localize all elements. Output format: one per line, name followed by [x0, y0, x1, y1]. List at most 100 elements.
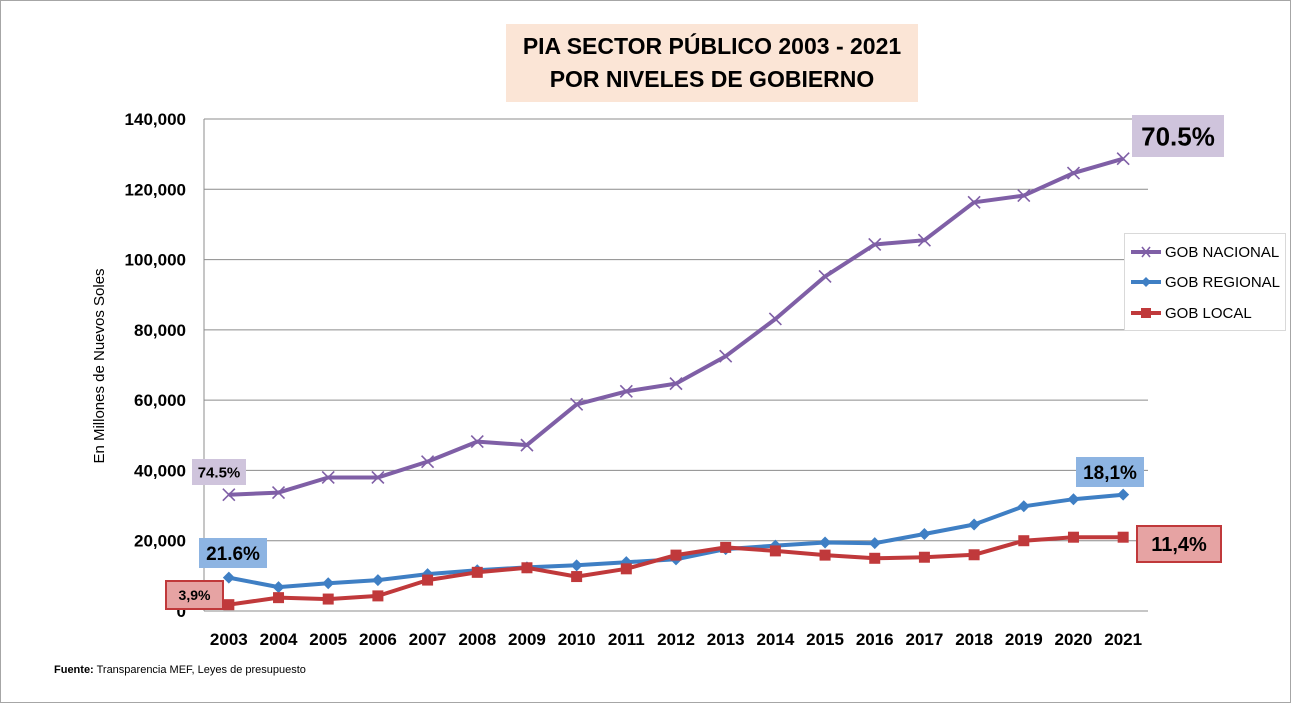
- point-regional: [371, 574, 384, 587]
- point-local: [1067, 531, 1079, 543]
- legend-item-regional: GOB REGIONAL: [1131, 272, 1280, 292]
- legend-label-local: GOB LOCAL: [1165, 304, 1252, 322]
- point-local: [521, 562, 533, 574]
- point-nacional: [1066, 166, 1081, 180]
- annotation-box-local_start: [165, 580, 224, 610]
- point-regional: [1117, 488, 1130, 501]
- point-nacional: [619, 384, 633, 398]
- series-lines: [222, 152, 1130, 611]
- legend-swatch-local: [1131, 308, 1161, 318]
- point-regional: [570, 559, 583, 572]
- point-nacional: [719, 349, 733, 363]
- point-local: [1018, 535, 1030, 547]
- point-local: [471, 566, 483, 578]
- point-regional: [1017, 500, 1030, 513]
- x-tick-label: 2019: [1005, 630, 1043, 649]
- point-nacional: [321, 470, 335, 485]
- legend-item-local: GOB LOCAL: [1131, 303, 1252, 323]
- point-nacional: [768, 312, 782, 326]
- series-line-nacional: [228, 156, 1124, 497]
- x-tick-label: 2008: [458, 630, 496, 649]
- axes: 0 20,000 40,000 60,000 80,000 100,000 120,000 1…: [125, 110, 1148, 649]
- point-local: [223, 599, 235, 611]
- x-tick-label: 2012: [657, 630, 695, 649]
- point-local: [620, 563, 632, 575]
- point-local: [1117, 531, 1129, 543]
- legend-swatch-regional: [1131, 277, 1161, 287]
- y-tick-label: 40,000: [134, 461, 186, 480]
- point-local: [372, 590, 384, 602]
- point-nacional: [371, 470, 385, 485]
- annotation-box-regional_start: [199, 538, 267, 568]
- x-tick-label: 2013: [707, 630, 745, 649]
- point-nacional: [570, 397, 584, 411]
- point-nacional: [967, 195, 981, 209]
- point-nacional: [818, 269, 832, 284]
- annotation-label-local_end: 11,4%: [1151, 534, 1207, 556]
- legend-label-regional: GOB REGIONAL: [1165, 273, 1281, 291]
- annotations: 74.5% 70.5% 21.6% 18,1% 3,9% 11,4%: [165, 115, 1224, 610]
- annotation-label-nacional_end: 70.5%: [1141, 121, 1215, 151]
- x-tick-label: 2004: [260, 630, 298, 649]
- y-tick-label: 140,000: [125, 110, 186, 129]
- chart-title-line-2: POR NIVELES DE GOBIERNO: [549, 66, 875, 92]
- y-tick-label: 20,000: [134, 532, 186, 551]
- point-local: [670, 549, 682, 561]
- x-tick-label: 2014: [756, 630, 794, 649]
- point-nacional: [669, 377, 683, 391]
- point-regional: [272, 581, 285, 594]
- y-tick-label: 0: [177, 602, 186, 621]
- point-nacional: [470, 435, 484, 449]
- annotation-box-local_end: [1136, 525, 1222, 563]
- point-local: [869, 552, 881, 564]
- point-local: [720, 541, 732, 553]
- x-tick-label: 2007: [409, 630, 447, 649]
- point-nacional: [271, 486, 286, 500]
- source-note: Fuente: Transparencia MEF, Leyes de pres…: [54, 664, 306, 676]
- point-regional: [918, 528, 931, 541]
- annotation-label-regional_end: 18,1%: [1083, 463, 1137, 484]
- y-tick-label: 60,000: [134, 391, 186, 410]
- x-tick-label: 2016: [856, 630, 894, 649]
- point-local: [819, 549, 831, 561]
- annotation-box-nacional_start: [192, 459, 246, 485]
- y-tick-label: 80,000: [134, 321, 186, 340]
- annotation-label-nacional_start: 74.5%: [198, 464, 241, 481]
- x-tick-label: 2006: [359, 630, 397, 649]
- annotation-label-local_start: 3,9%: [179, 587, 211, 603]
- source-prefix: Fuente:: [54, 664, 94, 676]
- y-axis-label: En Millones de Nuevos Soles: [91, 268, 108, 463]
- y-tick-label: 100,000: [125, 251, 186, 270]
- point-nacional: [1017, 189, 1031, 203]
- x-tick-label: 2015: [806, 630, 844, 649]
- annotation-box-regional_end: [1076, 457, 1144, 487]
- point-local: [968, 549, 980, 561]
- point-nacional: [421, 455, 435, 469]
- point-local: [571, 571, 583, 583]
- point-nacional: [868, 237, 882, 252]
- grid-lines: [204, 118, 1148, 542]
- x-tick-label: 2021: [1104, 630, 1142, 649]
- x-tick-label: 2018: [955, 630, 993, 649]
- point-local: [322, 593, 334, 605]
- x-tick-label: 2009: [508, 630, 546, 649]
- point-local: [273, 592, 285, 604]
- point-nacional: [1116, 152, 1130, 166]
- x-tick-label: 2003: [210, 630, 248, 649]
- annotation-box-nacional_end: [1132, 115, 1224, 157]
- point-regional: [968, 518, 981, 531]
- point-nacional: [222, 488, 236, 502]
- annotation-label-regional_start: 21.6%: [206, 544, 260, 565]
- y-tick-label: 120,000: [125, 180, 186, 199]
- point-regional: [322, 577, 335, 590]
- point-regional: [1067, 493, 1080, 506]
- x-tick-label: 2020: [1055, 630, 1093, 649]
- x-tick-label: 2005: [309, 630, 347, 649]
- series-line-local: [228, 535, 1124, 607]
- point-regional: [819, 536, 832, 549]
- point-regional: [222, 571, 235, 584]
- legend-swatch-nacional: [1131, 246, 1161, 258]
- x-tick-label: 2011: [608, 630, 645, 649]
- chart-title: PIA SECTOR PÚBLICO 2003 - 2021 POR NIVEL…: [506, 24, 918, 102]
